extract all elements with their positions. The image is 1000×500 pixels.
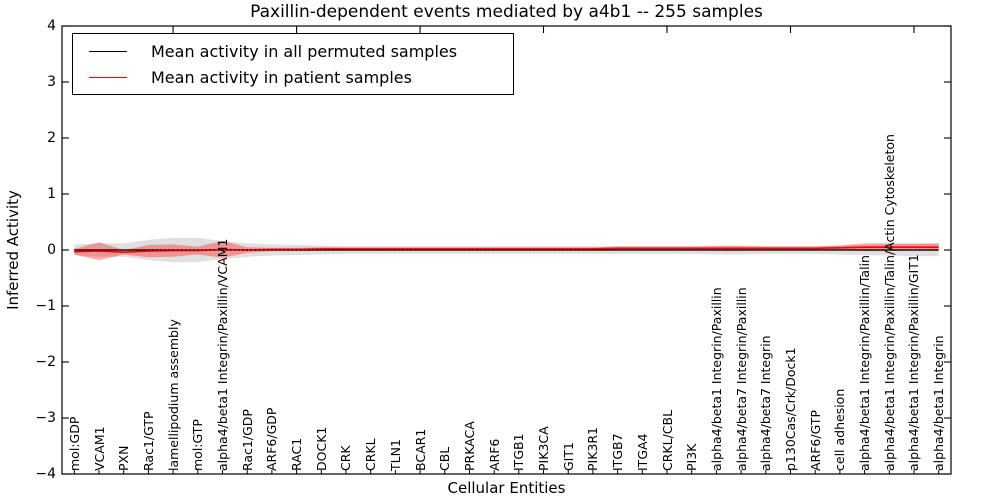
- x-tick-label: PIK3CA: [536, 426, 552, 471]
- legend-line-swatch-permuted: [89, 50, 127, 52]
- x-tick-label: alpha4/beta1 Integrin/Paxillin/Talin: [857, 255, 873, 471]
- legend-entry-patient: Mean activity in patient samples: [73, 65, 513, 89]
- x-tick-label: ARF6/GTP: [807, 409, 823, 471]
- x-tick-label: DOCK1: [313, 426, 329, 471]
- chart-title: Paxillin-dependent events mediated by a4…: [250, 2, 763, 22]
- x-tick-label: alpha4/beta7 Integrin: [758, 335, 774, 471]
- x-tick-label: VCAM1: [91, 426, 107, 471]
- legend-label-permuted: Mean activity in all permuted samples: [151, 41, 458, 61]
- x-tick-label: alpha4/beta1 Integrin/Paxillin: [708, 287, 724, 471]
- x-tick-label: CRKL/CBL: [659, 409, 675, 471]
- x-tick-label: CBL: [437, 446, 453, 471]
- x-tick-label: CRK: [338, 445, 354, 471]
- x-tick-label: alpha4/beta1 Integrin: [931, 335, 947, 471]
- x-tick-label: Rac1/GDP: [239, 409, 255, 471]
- x-tick-label: PRKACA: [461, 421, 477, 471]
- x-tick-label: ITGA4: [634, 433, 650, 471]
- x-tick-label: p130Cas/Crk/Dock1: [782, 347, 798, 471]
- x-tick-label: PI3K: [684, 443, 700, 471]
- x-tick-label: GIT1: [560, 442, 576, 471]
- legend-line-swatch-patient: [89, 76, 127, 78]
- x-tick-label: alpha4/beta1 Integrin/Paxillin/GIT1: [906, 254, 922, 471]
- x-tick-label: PIK3R1: [585, 426, 601, 471]
- y-tick-label: 0: [47, 241, 56, 258]
- x-axis-label: Cellular Entities: [447, 479, 566, 497]
- x-tick-label: cell adhesion: [832, 388, 848, 471]
- x-tick-label: mol:GDP: [66, 416, 82, 471]
- x-tick-label: alpha4/beta1 Integrin/Paxillin/Talin/Act…: [881, 134, 897, 471]
- x-tick-label: lamellipodium assembly: [165, 319, 181, 471]
- y-tick-label: −1: [35, 297, 56, 314]
- y-tick-label: 2: [47, 129, 56, 146]
- x-tick-label: alpha4/beta1 Integrin/Paxillin/VCAM1: [215, 238, 230, 471]
- legend-entry-permuted: Mean activity in all permuted samples: [73, 39, 513, 63]
- x-tick-label: ITGB1: [511, 433, 527, 471]
- legend-label-patient: Mean activity in patient samples: [151, 67, 412, 87]
- x-tick-label: ITGB7: [610, 433, 626, 471]
- legend: Mean activity in all permuted samples Me…: [72, 33, 514, 95]
- x-tick-label: RAC1: [289, 437, 305, 471]
- y-tick-label: −2: [35, 353, 56, 370]
- y-tick-label: 3: [47, 73, 56, 90]
- x-tick-label: BCAR1: [412, 428, 428, 471]
- y-tick-label: 1: [47, 185, 56, 202]
- y-tick-label: −3: [35, 409, 56, 426]
- y-tick-label: 4: [47, 17, 56, 34]
- y-tick-label: −4: [35, 465, 56, 482]
- x-tick-label: TLN1: [387, 439, 403, 471]
- x-tick-label: ARF6/GDP: [264, 407, 280, 471]
- x-tick-label: PXN: [116, 445, 132, 471]
- x-tick-label: mol:GTP: [190, 419, 206, 471]
- x-tick-label: CRKL: [363, 438, 379, 471]
- x-tick-label: ARF6: [486, 438, 502, 471]
- x-tick-label: Rac1/GTP: [140, 411, 156, 471]
- x-tick-label: alpha4/beta7 Integrin/Paxillin: [733, 287, 749, 471]
